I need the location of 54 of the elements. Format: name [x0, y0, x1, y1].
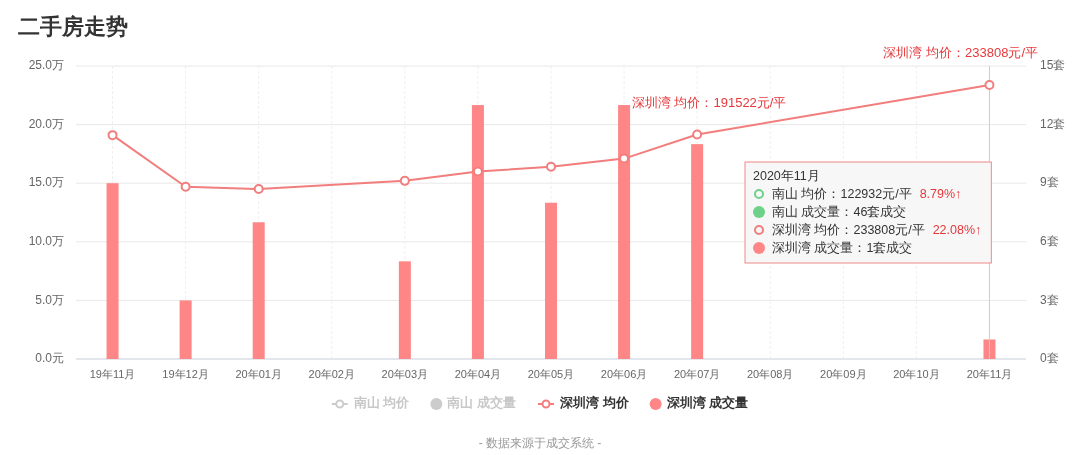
- point: [399, 175, 410, 186]
- x-tick-label: 20年02月: [308, 367, 356, 380]
- bar: [691, 144, 704, 359]
- annotation: 深圳湾 均价：233808元/平 22.08%↑: [772, 222, 982, 238]
- x-tick-label: 20年05月: [527, 367, 575, 380]
- bar: [106, 183, 119, 359]
- legend-label: 深圳湾 均价: [559, 395, 630, 411]
- bar: [252, 222, 265, 359]
- y-tick-label: 20.0万: [28, 116, 64, 131]
- point: [472, 166, 483, 177]
- bar: [618, 105, 631, 359]
- bar: [471, 105, 484, 359]
- point: [546, 161, 556, 172]
- x-tick-label: 20年08月: [746, 367, 794, 380]
- bar: [179, 300, 192, 359]
- y2-tick-label: 3套: [1040, 292, 1059, 307]
- annotation: 南山 均价：122932元/平 8.79%↑: [772, 187, 962, 202]
- bar: [983, 339, 996, 359]
- annotation: 南山 成交量：46套成交: [772, 204, 907, 220]
- chart-title: 二手房走势: [18, 14, 128, 39]
- y-tick-label: 25.0万: [28, 58, 64, 73]
- y-tick-label: 10.0万: [28, 233, 64, 248]
- x-tick-label: 19年11月: [89, 367, 136, 380]
- x-tick-label: 20年06月: [600, 367, 648, 380]
- y2-tick-label: 6套: [1040, 233, 1059, 248]
- annotation: 2020年11月: [753, 169, 820, 184]
- bar: [398, 261, 411, 359]
- x-tick-label: 20年10月: [893, 367, 940, 380]
- y-tick-label: 0.0元: [35, 351, 64, 366]
- x-tick-label: 20年11月: [966, 367, 1013, 380]
- x-tick-label: 20年09月: [820, 367, 867, 380]
- x-tick-label: 20年07月: [673, 367, 721, 380]
- annotation: 深圳湾 成交量：1套成交: [772, 240, 913, 256]
- point: [984, 79, 995, 90]
- annotation: 深圳湾 均价：233808元/平: [883, 44, 1038, 60]
- y2-tick-label: 9套: [1040, 175, 1059, 190]
- point: [619, 153, 630, 164]
- point: [180, 181, 191, 192]
- x-tick-label: 20年04月: [454, 367, 502, 380]
- y-tick-label: 15.0万: [28, 175, 64, 190]
- text: - 数据来源于成交系统 -: [478, 436, 602, 450]
- y2-tick-label: 12套: [1040, 116, 1066, 131]
- x-tick-label: 19年12月: [162, 367, 209, 380]
- annotation: 深圳湾 均价：191522元/平: [631, 94, 787, 110]
- x-tick-label: 20年03月: [381, 367, 429, 380]
- bar: [545, 202, 557, 359]
- x-tick-label: 20年01月: [235, 367, 282, 380]
- legend-label: 深圳湾 成交量: [665, 395, 749, 411]
- y2-tick-label: 15套: [1040, 58, 1066, 73]
- y2-tick-label: 0套: [1040, 351, 1059, 366]
- point: [692, 129, 703, 140]
- y-tick-label: 5.0万: [35, 292, 64, 307]
- point: [253, 184, 264, 195]
- point: [107, 130, 118, 141]
